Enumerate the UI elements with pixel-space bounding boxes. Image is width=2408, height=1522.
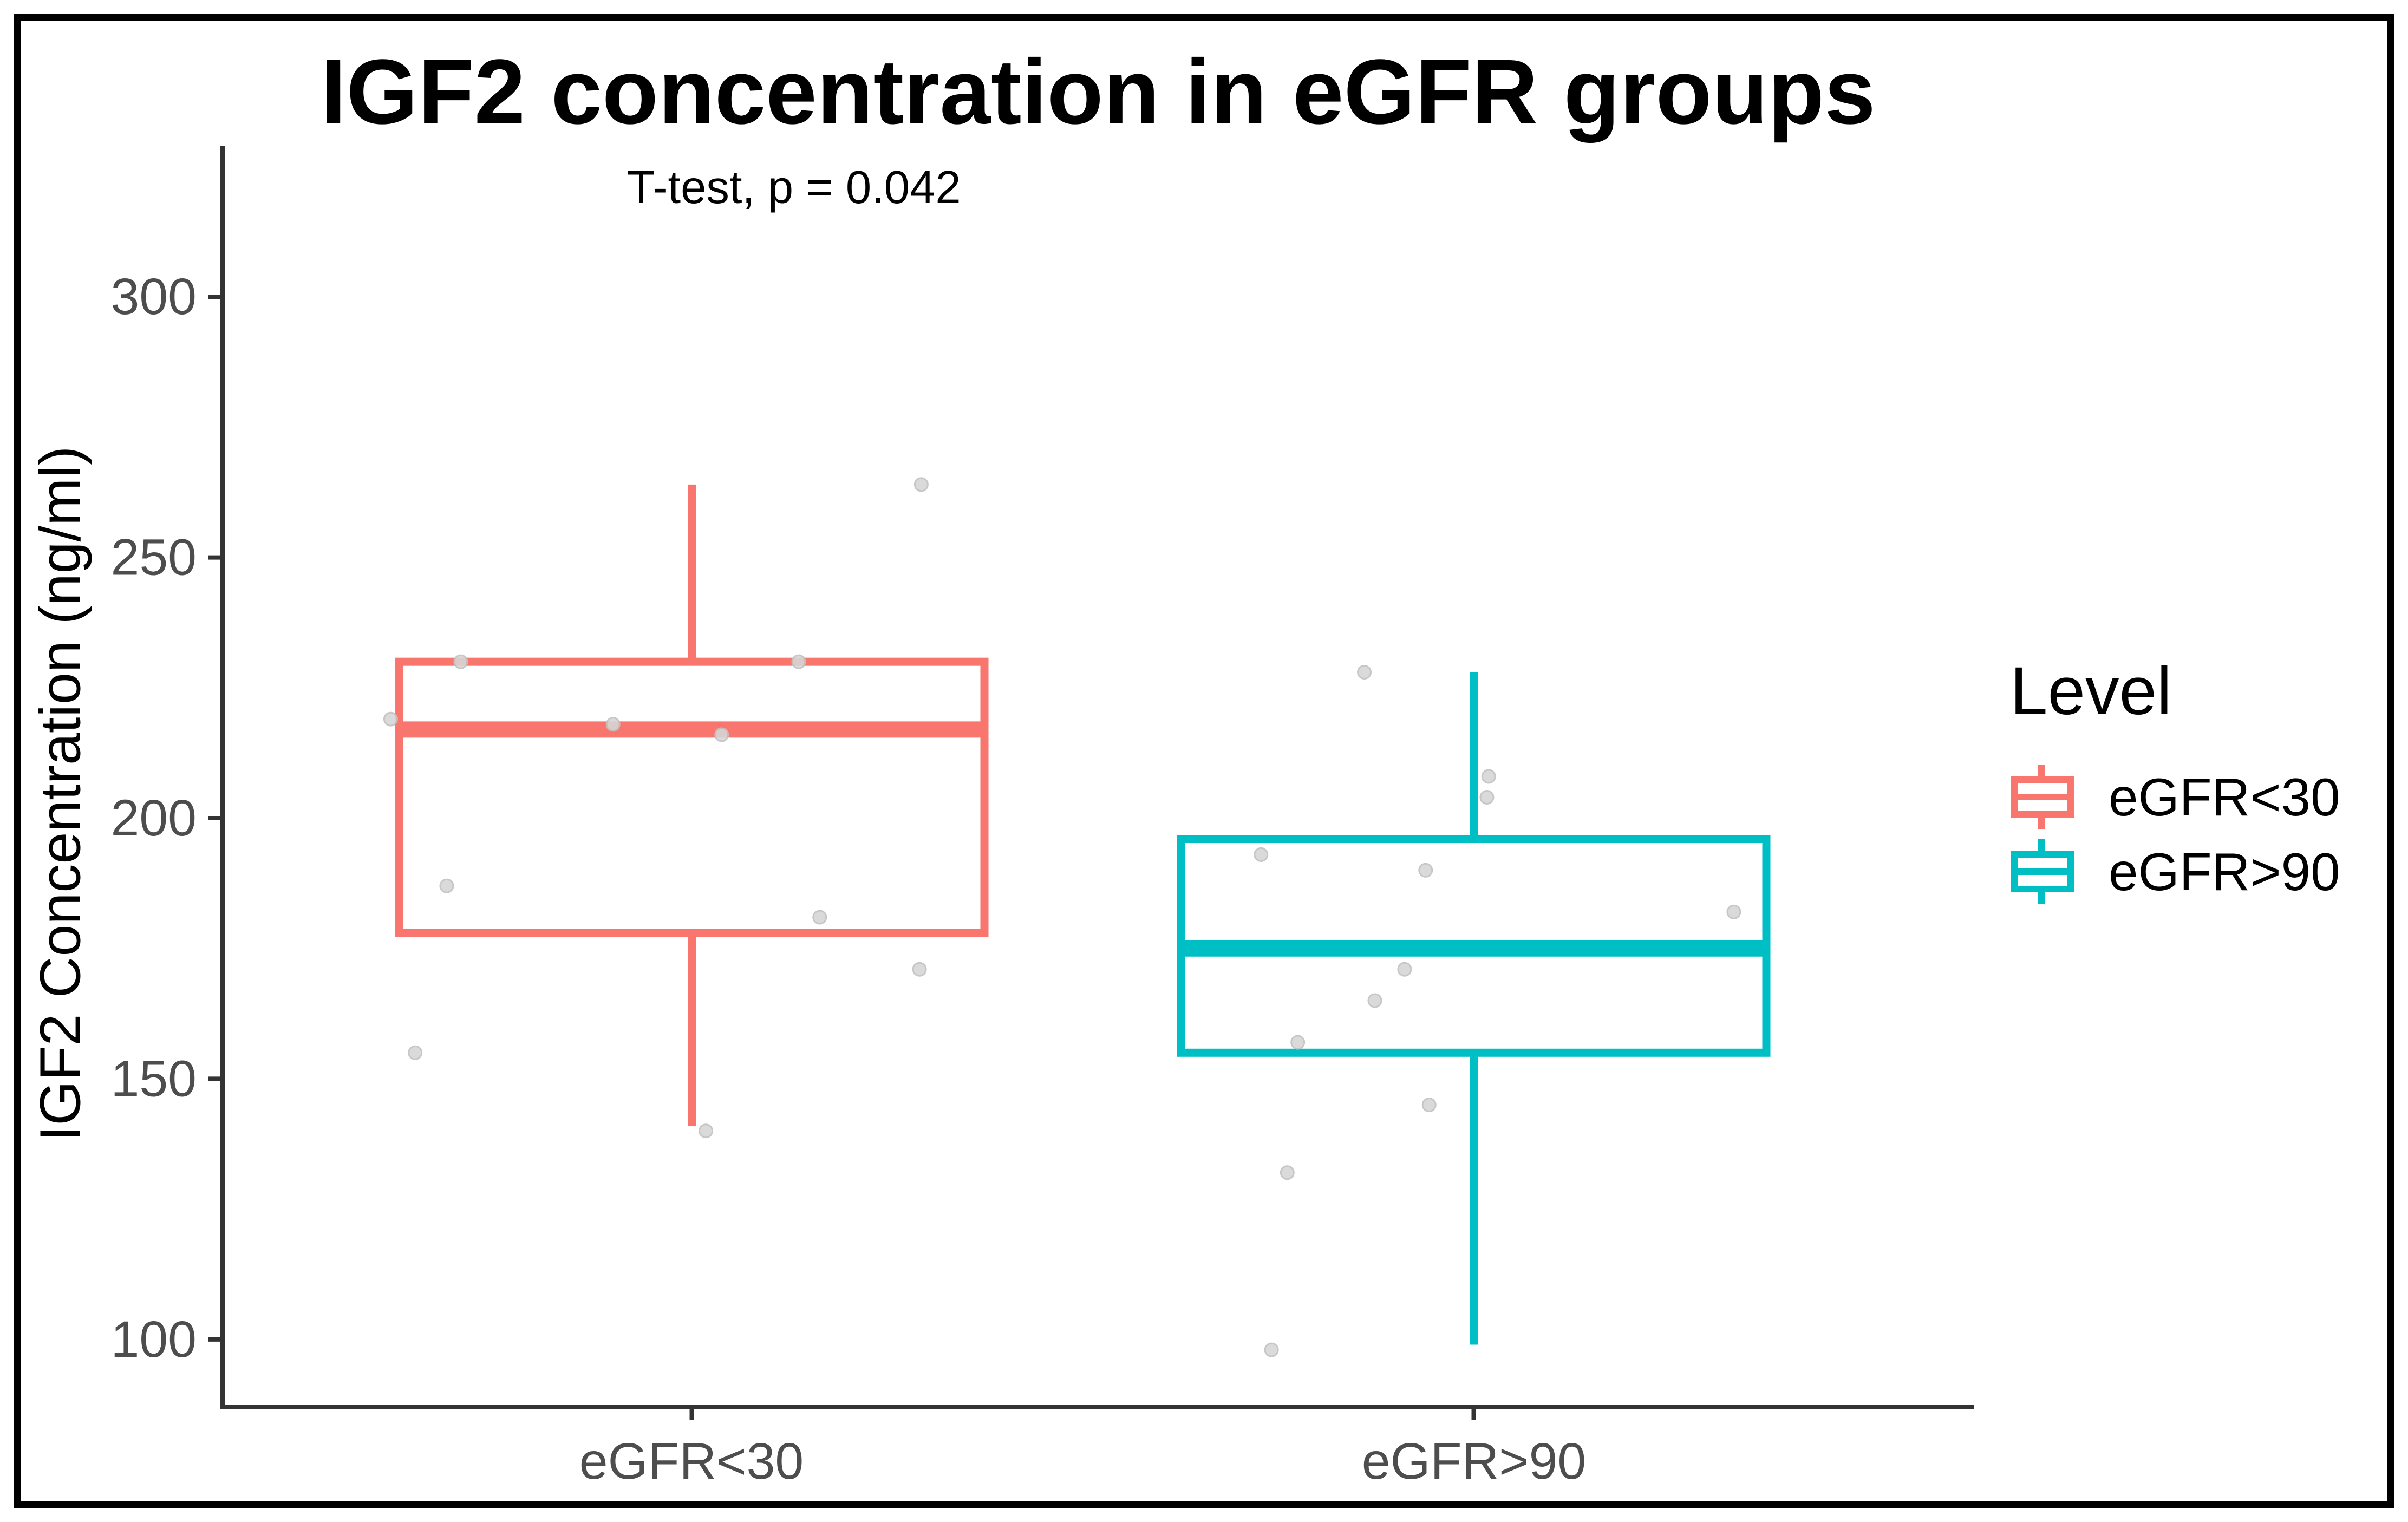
legend: Level eGFR<30 eGFR>90 [2010,652,2340,911]
jitter-point [1290,1035,1306,1050]
legend-label: eGFR<30 [2109,767,2340,827]
x-tick-label-egfr-gt-90: eGFR>90 [1361,1433,1587,1490]
jitter-point [1397,962,1412,977]
y-tick-label: 200 [110,789,197,847]
jitter-point [408,1045,423,1060]
jitter-point [605,717,621,732]
jitter-point [913,477,929,492]
jitter-point [453,654,468,669]
jitter-point [1254,847,1269,862]
figure-border [14,14,2394,1508]
jitter-point [1421,1098,1437,1113]
stat-test-annotation: T-test, p = 0.042 [627,162,961,213]
chart-title: IGF2 concentration in eGFR groups [321,41,1876,143]
jitter-point [1479,790,1495,805]
jitter-point [383,711,398,727]
jitter-point [1264,1342,1279,1357]
legend-label: eGFR>90 [2109,841,2340,902]
y-tick-label: 250 [110,529,197,586]
jitter-point [714,727,729,742]
y-tick-label: 150 [110,1050,197,1107]
jitter-point [812,910,827,925]
jitter-point [699,1123,714,1139]
jitter-point [1726,904,1741,919]
jitter-point [1357,664,1372,680]
jitter-point [1418,863,1433,878]
jitter-point [1280,1165,1295,1180]
y-axis-title: IGF2 Concentration (ng/ml) [28,446,93,1142]
jitter-point [1481,769,1496,784]
jitter-point [1367,993,1382,1008]
jitter-point [439,878,454,893]
boxplot-glyph-icon [2011,765,2074,829]
legend-entry: eGFR<30 [2010,761,2340,833]
y-tick-label: 300 [110,268,197,325]
box [395,657,989,937]
y-tick-label: 100 [110,1311,197,1368]
boxplot-glyph-icon [2011,839,2074,904]
x-tick-label-egfr-lt-30: eGFR<30 [579,1433,804,1490]
legend-entry: eGFR>90 [2010,836,2340,907]
jitter-point [791,654,806,669]
legend-title: Level [2010,654,2172,729]
jitter-point [912,962,927,977]
